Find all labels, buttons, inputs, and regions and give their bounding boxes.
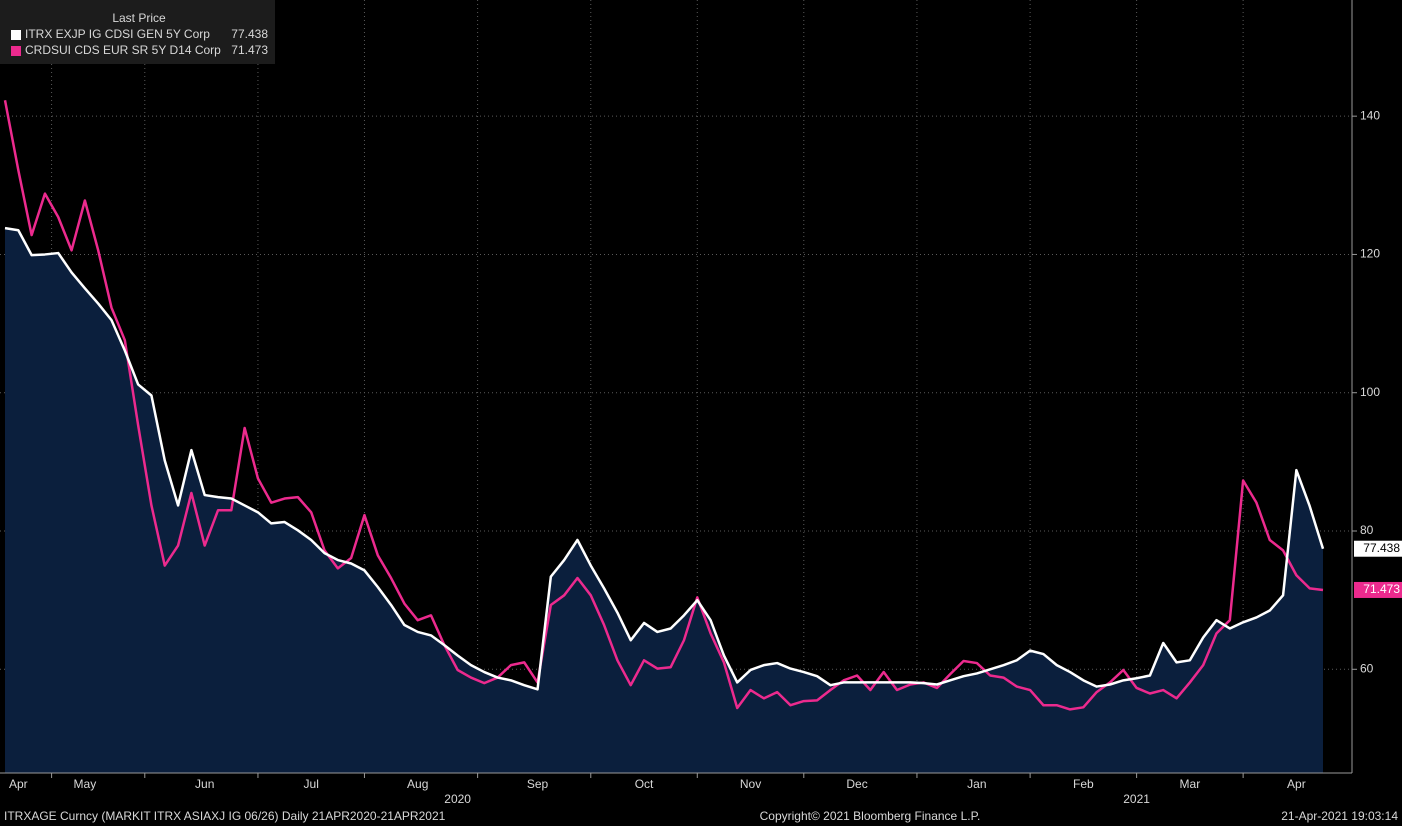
legend-label: CRDSUI CDS EUR SR 5Y D14 Corp <box>25 43 221 57</box>
footer-right: 21-Apr-2021 19:03:14 <box>1281 809 1398 823</box>
last-price-label: 77.438 <box>1363 541 1400 555</box>
x-tick-label: Feb <box>1073 777 1094 791</box>
legend-box <box>0 0 275 64</box>
legend-value: 71.473 <box>231 43 268 57</box>
x-tick-label: Jul <box>304 777 319 791</box>
x-tick-label: Nov <box>740 777 761 791</box>
area <box>5 228 1323 773</box>
x-tick-label: Apr <box>9 777 28 791</box>
legend-label: ITRX EXJP IG CDSI GEN 5Y Corp <box>25 27 210 41</box>
x-tick-label: Jun <box>195 777 214 791</box>
x-tick-label: Dec <box>846 777 867 791</box>
last-price-label: 71.473 <box>1363 582 1400 596</box>
footer-left: ITRXAGE Curncy (MARKIT ITRX ASIAXJ IG 06… <box>4 809 446 823</box>
x-tick-label: Oct <box>635 777 654 791</box>
legend-title: Last Price <box>112 11 166 25</box>
y-tick-label: 80 <box>1360 523 1374 537</box>
legend-value: 77.438 <box>231 27 268 41</box>
x-year-label: 2020 <box>444 792 471 806</box>
x-tick-label: Aug <box>407 777 428 791</box>
x-tick-label: May <box>74 777 97 791</box>
line <box>3 100 1324 711</box>
last-price-tag <box>1354 540 1402 557</box>
legend-swatch <box>11 30 21 40</box>
x-tick-label: Mar <box>1180 777 1201 791</box>
y-tick-label: 140 <box>1360 108 1380 122</box>
y-tick-label: 120 <box>1360 247 1380 261</box>
line <box>4 226 1325 691</box>
x-tick-label: Apr <box>1287 777 1306 791</box>
plot-area <box>3 100 1325 773</box>
y-tick-label: 100 <box>1360 385 1380 399</box>
x-year-label: 2021 <box>1123 792 1150 806</box>
legend-swatch <box>11 46 21 56</box>
last-price-tag <box>1354 581 1402 598</box>
y-tick-label: 60 <box>1360 661 1374 675</box>
x-tick-label: Jan <box>967 777 986 791</box>
x-tick-label: Sep <box>527 777 549 791</box>
footer-center: Copyright© 2021 Bloomberg Finance L.P. <box>760 809 981 823</box>
